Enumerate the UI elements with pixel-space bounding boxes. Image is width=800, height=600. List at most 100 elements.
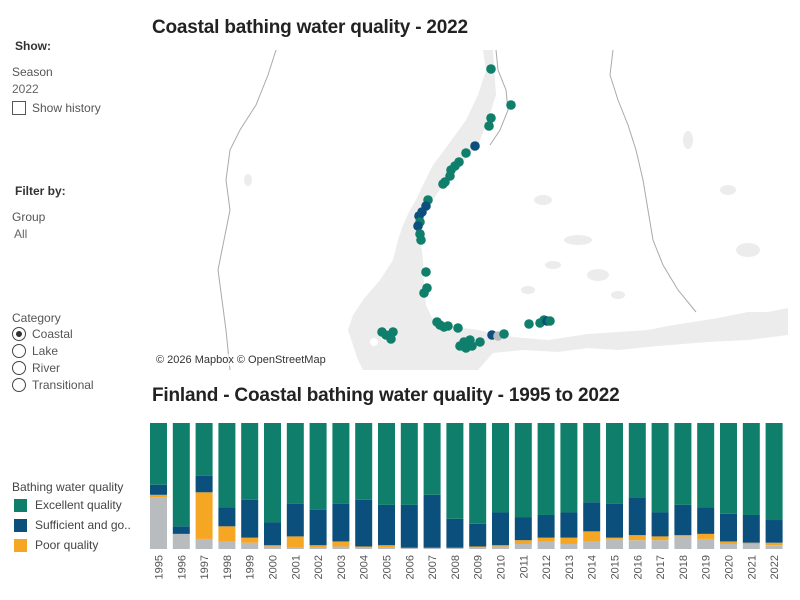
bar-segment-excellent[interactable] — [583, 423, 601, 503]
bar-segment-sufficient[interactable] — [514, 517, 532, 541]
bar-segment-other[interactable] — [583, 541, 601, 549]
legend-item-poor[interactable]: Poor quality — [14, 538, 98, 552]
bar-segment-sufficient[interactable] — [332, 503, 350, 542]
bar-segment-sufficient[interactable] — [195, 475, 213, 493]
bar-segment-sufficient[interactable] — [264, 522, 281, 546]
bar-segment-other[interactable] — [469, 547, 487, 549]
category-option-river[interactable]: River — [12, 360, 60, 376]
bar-segment-other[interactable] — [264, 546, 281, 549]
bar-segment-poor[interactable] — [651, 536, 669, 541]
bar-segment-other[interactable] — [423, 547, 441, 549]
bar-segment-excellent[interactable] — [697, 423, 715, 508]
bathing-site-marker[interactable] — [416, 235, 426, 245]
bar-segment-sufficient[interactable] — [742, 514, 760, 543]
bathing-site-marker[interactable] — [443, 321, 453, 331]
bar-segment-poor[interactable] — [560, 537, 578, 544]
bar-segment-sufficient[interactable] — [241, 499, 259, 538]
bar-segment-other[interactable] — [195, 538, 213, 549]
bar-segment-other[interactable] — [355, 547, 373, 549]
bar-segment-poor[interactable] — [697, 533, 715, 539]
bar-segment-poor[interactable] — [469, 546, 487, 548]
bar-segment-poor[interactable] — [195, 492, 213, 539]
bar-segment-sufficient[interactable] — [378, 504, 395, 546]
bar-segment-poor[interactable] — [674, 535, 692, 537]
bar-segment-excellent[interactable] — [469, 423, 487, 524]
bar-segment-excellent[interactable] — [446, 423, 464, 519]
map-view[interactable]: © 2026 Mapbox © OpenStreetMap — [148, 50, 788, 370]
category-option-transitional[interactable]: Transitional — [12, 377, 94, 393]
bar-segment-poor[interactable] — [332, 541, 350, 547]
bar-segment-other[interactable] — [765, 545, 783, 549]
bar-segment-sufficient[interactable] — [720, 513, 737, 542]
bathing-site-marker[interactable] — [486, 113, 496, 123]
bar-segment-sufficient[interactable] — [446, 518, 464, 548]
bar-segment-other[interactable] — [286, 547, 304, 549]
bar-segment-other[interactable] — [674, 536, 692, 549]
bathing-site-marker[interactable] — [475, 337, 485, 347]
bar-segment-other[interactable] — [332, 546, 350, 549]
bar-segment-poor[interactable] — [765, 542, 783, 546]
bar-segment-other[interactable] — [560, 543, 578, 549]
bathing-site-marker[interactable] — [545, 316, 555, 326]
bar-segment-poor[interactable] — [492, 545, 509, 547]
bathing-site-marker[interactable] — [438, 179, 448, 189]
bar-segment-excellent[interactable] — [742, 423, 760, 515]
show-history-label[interactable]: Show history — [32, 101, 101, 115]
radio-icon[interactable] — [12, 327, 26, 341]
bathing-site-marker[interactable] — [524, 319, 534, 329]
radio-icon[interactable] — [12, 378, 26, 392]
bar-segment-other[interactable] — [309, 547, 327, 549]
bar-segment-excellent[interactable] — [332, 423, 350, 504]
bar-segment-poor[interactable] — [537, 537, 555, 542]
bathing-site-marker[interactable] — [453, 323, 463, 333]
bar-segment-sufficient[interactable] — [469, 523, 487, 547]
bar-segment-other[interactable] — [241, 542, 259, 549]
bathing-site-marker[interactable] — [506, 100, 516, 110]
bar-segment-excellent[interactable] — [400, 423, 418, 505]
category-option-coastal[interactable]: Coastal — [12, 326, 73, 342]
bar-segment-poor[interactable] — [514, 540, 532, 544]
bar-segment-other[interactable] — [400, 547, 418, 549]
bar-segment-other[interactable] — [651, 540, 669, 549]
bar-segment-excellent[interactable] — [492, 423, 509, 513]
bar-segment-sufficient[interactable] — [583, 502, 601, 532]
bar-segment-other[interactable] — [172, 533, 190, 549]
bar-segment-excellent[interactable] — [286, 423, 304, 504]
bar-segment-excellent[interactable] — [720, 423, 737, 514]
bar-segment-excellent[interactable] — [606, 423, 623, 504]
bar-segment-other[interactable] — [378, 547, 395, 549]
bar-segment-other[interactable] — [537, 541, 555, 549]
bar-segment-sufficient[interactable] — [172, 526, 190, 534]
bar-segment-sufficient[interactable] — [492, 512, 509, 546]
bar-segment-excellent[interactable] — [628, 423, 646, 498]
bar-segment-excellent[interactable] — [355, 423, 373, 500]
bar-segment-excellent[interactable] — [172, 423, 190, 527]
bar-segment-excellent[interactable] — [674, 423, 692, 505]
bathing-site-marker[interactable] — [421, 267, 431, 277]
bar-segment-sufficient[interactable] — [355, 499, 373, 547]
bar-segment-sufficient[interactable] — [674, 504, 692, 536]
group-value[interactable]: All — [14, 227, 28, 241]
bar-segment-other[interactable] — [697, 538, 715, 549]
bar-segment-excellent[interactable] — [378, 423, 395, 505]
bar-segment-poor[interactable] — [583, 531, 601, 542]
bar-segment-sufficient[interactable] — [606, 503, 623, 538]
bar-segment-poor[interactable] — [218, 526, 236, 542]
bathing-site-marker[interactable] — [470, 141, 480, 151]
map-canvas[interactable] — [148, 50, 788, 370]
bathing-site-marker[interactable] — [461, 148, 471, 158]
bar-segment-excellent[interactable] — [514, 423, 532, 518]
bathing-site-marker[interactable] — [386, 334, 396, 344]
bar-segment-excellent[interactable] — [560, 423, 578, 513]
bar-segment-other[interactable] — [218, 541, 236, 549]
bar-segment-sufficient[interactable] — [400, 504, 418, 548]
bathing-site-marker[interactable] — [484, 121, 494, 131]
bathing-site-marker[interactable] — [413, 221, 423, 231]
bar-segment-poor[interactable] — [742, 542, 760, 544]
bar-segment-poor[interactable] — [264, 545, 281, 547]
bar-segment-sufficient[interactable] — [286, 503, 304, 537]
bar-segment-other[interactable] — [492, 546, 509, 549]
bar-segment-excellent[interactable] — [150, 423, 167, 485]
radio-icon[interactable] — [12, 344, 26, 358]
bar-segment-poor[interactable] — [241, 537, 259, 543]
